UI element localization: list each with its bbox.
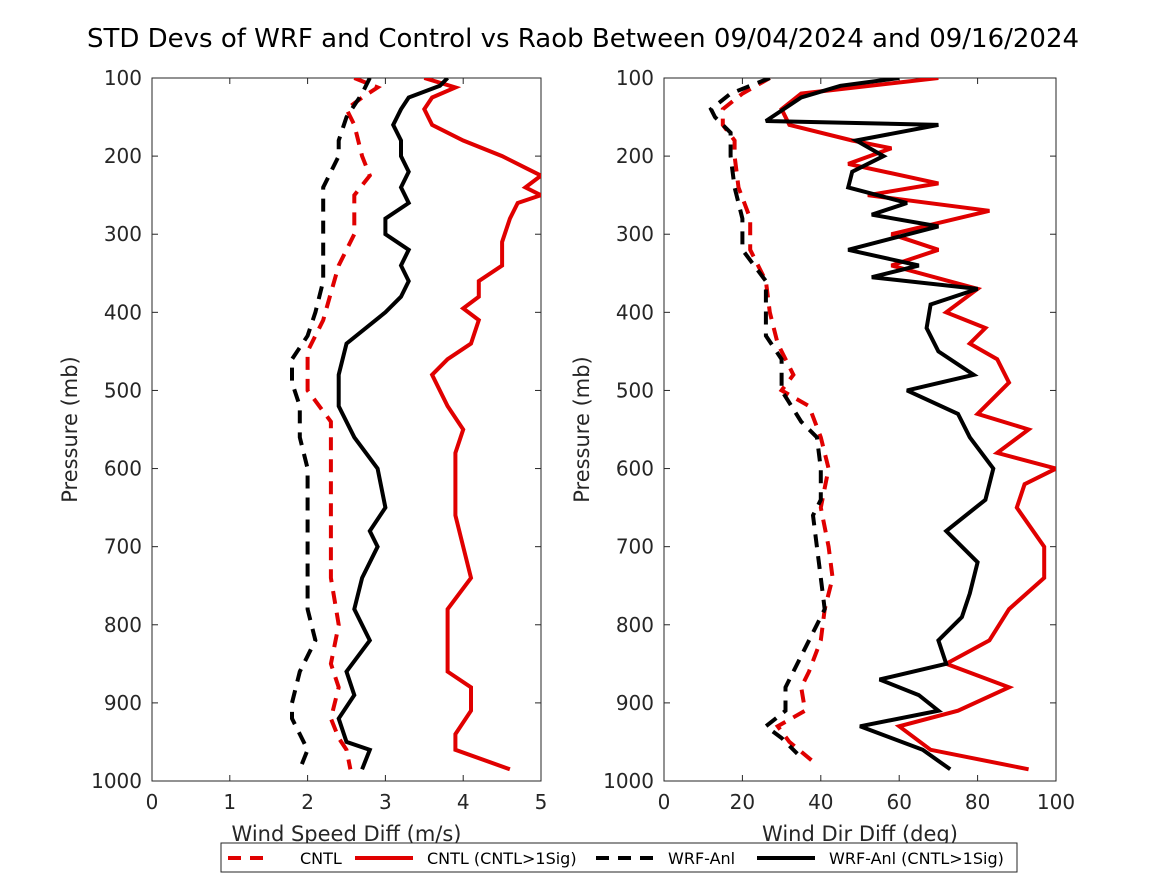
y-tick-label: 1000	[91, 769, 142, 793]
dir-y-axis-label: Pressure (mb)	[570, 356, 594, 503]
y-tick-label: 100	[616, 66, 654, 90]
speed-series-group	[290, 78, 541, 772]
dir-series-wrf-anl-cntl-1sig	[764, 78, 996, 771]
chart-title: STD Devs of WRF and Control vs Raob Betw…	[87, 24, 1079, 54]
speed-series-cntl	[305, 78, 382, 770]
legend-label: CNTL (CNTL>1Sig)	[427, 849, 577, 868]
axes-box	[663, 77, 1057, 782]
dir-x-axis-label: Wind Dir Diff (deg)	[762, 822, 958, 846]
y-tick-label: 800	[104, 613, 142, 637]
dir-series-cntl	[720, 78, 835, 764]
dir-series-group	[708, 78, 1056, 772]
y-tick-label: 300	[616, 222, 654, 246]
speed-y-axis-label: Pressure (mb)	[58, 356, 82, 503]
y-tick-label: 200	[104, 144, 142, 168]
y-tick-label: 800	[616, 613, 654, 637]
x-tick-label: 20	[730, 790, 755, 814]
speed-x-axis-label: Wind Speed Diff (m/s)	[232, 822, 462, 846]
axes-box	[151, 77, 542, 782]
legend-box	[220, 842, 1018, 873]
x-tick-label: 2	[301, 790, 314, 814]
y-tick-label: 600	[616, 457, 654, 481]
legend-label: CNTL	[300, 849, 342, 868]
legend-label: WRF-Anl (CNTL>1Sig)	[829, 849, 1004, 868]
x-tick-label: 0	[658, 790, 671, 814]
wind-speed-panel: 0 1 2 3 4 5 100 200 300 400 500 600 700 800 900 1000 Win…	[58, 66, 547, 846]
y-tick-label: 200	[616, 144, 654, 168]
x-tick-label: 100	[1037, 790, 1075, 814]
y-tick-label: 700	[616, 535, 654, 559]
x-tick-label: 5	[535, 790, 548, 814]
y-tick-label: 400	[616, 300, 654, 324]
y-tick-label: 500	[104, 378, 142, 402]
y-tick-label: 500	[616, 378, 654, 402]
y-tick-label: 700	[104, 535, 142, 559]
x-tick-label: 40	[808, 790, 833, 814]
y-tick-label: 300	[104, 222, 142, 246]
y-tick-label: 600	[104, 457, 142, 481]
dir-series-wrf-anl	[708, 78, 827, 756]
dir-series-cntl-cntl-1sig	[779, 78, 1056, 772]
wind-dir-panel: 0 20 40 60 80 100 100 200 300 400 500 600 700 800 900 1…	[570, 66, 1075, 846]
x-tick-label: 0	[146, 790, 159, 814]
speed-series-cntl-cntl-1sig	[421, 78, 541, 772]
x-tick-label: 3	[379, 790, 392, 814]
legend-label: WRF-Anl	[668, 849, 735, 868]
y-tick-label: 900	[616, 691, 654, 715]
speed-series-wrf-anl-cntl-1sig	[336, 78, 450, 771]
y-tick-label: 400	[104, 300, 142, 324]
x-tick-label: 60	[886, 790, 911, 814]
x-tick-label: 80	[965, 790, 990, 814]
speed-series-wrf-anl	[290, 78, 372, 771]
x-tick-label: 1	[223, 790, 236, 814]
x-tick-label: 4	[457, 790, 470, 814]
y-tick-label: 900	[104, 691, 142, 715]
y-tick-label: 100	[104, 66, 142, 90]
legend: CNTL CNTL (CNTL>1Sig) WRF-Anl WRF-Anl (CNTL…	[220, 842, 1018, 873]
y-tick-label: 1000	[603, 769, 654, 793]
